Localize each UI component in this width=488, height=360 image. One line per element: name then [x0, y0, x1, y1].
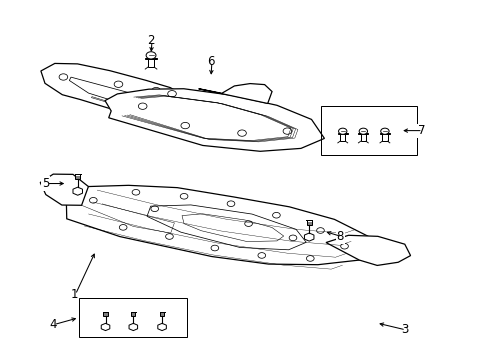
Text: 1: 1 [70, 288, 78, 301]
Bar [131, 312, 135, 316]
Bar [379, 133, 389, 135]
Text: 7: 7 [417, 124, 425, 137]
Text: 5: 5 [42, 177, 49, 190]
Bar [147, 59, 154, 67]
Polygon shape [41, 63, 194, 122]
Text: 4: 4 [49, 318, 57, 331]
Text: 6: 6 [207, 55, 214, 68]
Bar [306, 220, 311, 225]
Polygon shape [73, 187, 82, 195]
Circle shape [338, 128, 346, 134]
Text: 2: 2 [147, 34, 155, 47]
Bar [360, 135, 365, 141]
Text: 3: 3 [401, 323, 408, 337]
Polygon shape [129, 323, 137, 330]
Polygon shape [105, 89, 324, 151]
Polygon shape [101, 323, 110, 330]
Polygon shape [198, 84, 271, 103]
Bar [321, 106, 416, 155]
Text: 8: 8 [336, 230, 344, 243]
Polygon shape [325, 235, 410, 265]
Bar [145, 58, 157, 59]
Bar [339, 135, 345, 141]
Bar [103, 312, 107, 316]
Circle shape [146, 52, 156, 59]
Bar [382, 135, 387, 141]
Circle shape [380, 128, 388, 134]
Polygon shape [304, 233, 313, 241]
Polygon shape [40, 174, 88, 205]
Bar [75, 175, 80, 179]
Bar [79, 298, 186, 337]
Polygon shape [158, 323, 166, 330]
Polygon shape [66, 185, 371, 265]
Bar [337, 133, 347, 135]
Bar [358, 133, 367, 135]
Bar [160, 312, 164, 316]
Circle shape [359, 128, 367, 134]
